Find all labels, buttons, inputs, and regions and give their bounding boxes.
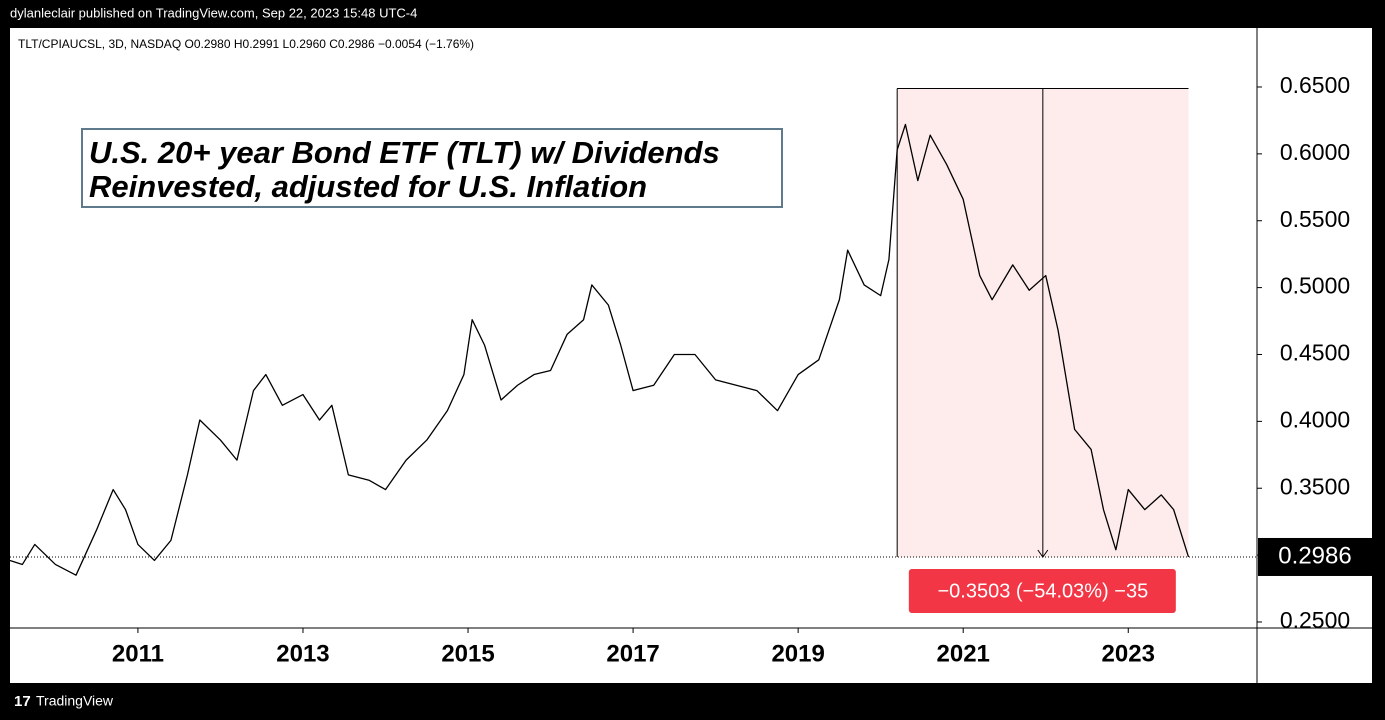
x-tick-label: 2019 bbox=[771, 640, 824, 667]
publisher: dylanleclair published on TradingView.co… bbox=[10, 5, 417, 20]
y-tick-label: 0.2500 bbox=[1280, 607, 1350, 633]
x-tick-label: 2015 bbox=[441, 640, 494, 667]
y-tick-label: 0.6500 bbox=[1280, 72, 1350, 98]
x-tick-label: 2021 bbox=[937, 640, 990, 667]
y-tick-label: 0.4500 bbox=[1280, 340, 1350, 366]
y-tick-label: 0.3500 bbox=[1280, 473, 1350, 499]
x-tick-label: 2011 bbox=[112, 640, 164, 667]
chart-title: U.S. 20+ year Bond ETF (TLT) w/ Dividend… bbox=[81, 128, 783, 208]
price-line bbox=[9, 123, 1190, 576]
x-tick-label: 2013 bbox=[276, 640, 329, 667]
brand: TradingView bbox=[36, 693, 114, 709]
symbol-legend: TLT/CPIAUCSL, 3D, NASDAQ O0.2980 H0.2991… bbox=[18, 37, 474, 51]
x-tick-label: 2023 bbox=[1102, 640, 1155, 667]
x-tick-label: 2017 bbox=[606, 640, 659, 667]
y-tick-label: 0.6000 bbox=[1280, 139, 1350, 165]
last-price-label: 0.2986 bbox=[1278, 542, 1351, 569]
last-price-tag bbox=[1258, 537, 1372, 576]
y-tick-label: 0.5500 bbox=[1280, 206, 1350, 232]
measure-label: −0.3503 (−54.03%) −35 bbox=[937, 580, 1148, 602]
y-tick-label: 0.4000 bbox=[1280, 406, 1350, 432]
measure-label-box bbox=[908, 569, 1176, 613]
logo-mark: 17 bbox=[14, 693, 31, 710]
y-tick-label: 0.5000 bbox=[1280, 273, 1350, 299]
